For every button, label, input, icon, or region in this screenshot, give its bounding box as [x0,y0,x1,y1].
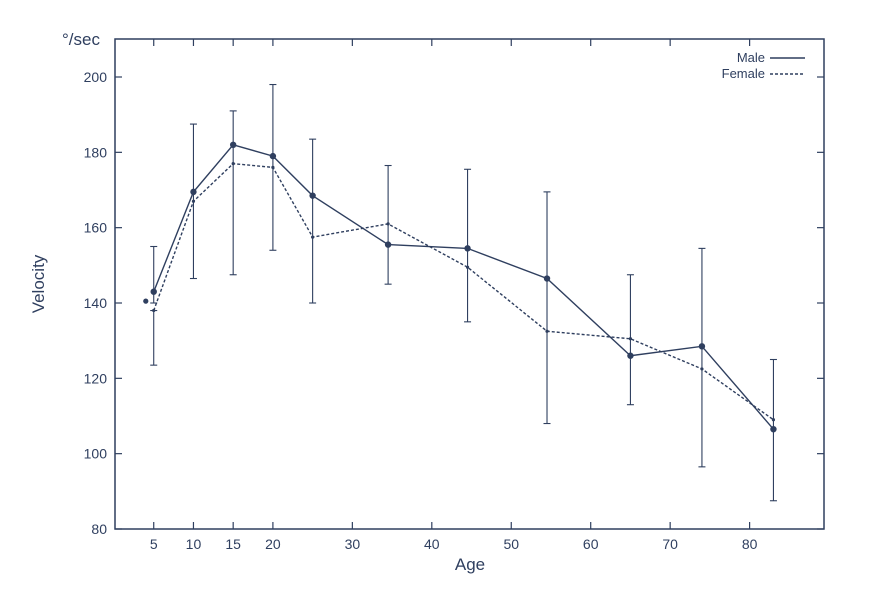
y-tick-label: 180 [84,144,108,160]
series-line-female [153,162,774,421]
x-tick-label: 70 [662,536,678,552]
series-lines [153,144,774,430]
y-tick-label: 140 [84,295,108,311]
y-axis-label: Velocity [29,254,48,313]
data-point-female [386,222,390,226]
data-point-female [152,308,156,313]
data-point-outlier [143,298,149,304]
data-point-male [627,352,634,359]
error-bars [150,83,777,502]
data-point-female [271,165,275,169]
data-point-female [311,235,315,239]
data-point-female [628,337,633,341]
x-tick-label: 15 [225,536,241,552]
x-tick-label: 80 [742,536,758,552]
data-point-male [698,343,706,350]
data-point-male [384,241,392,248]
data-point-male [309,192,316,199]
data-point-male [269,152,277,160]
y-axis: 80 100 120 140 160 180 200 [84,69,824,537]
y-tick-label: 100 [84,446,108,462]
legend-label-female: Female [722,66,765,81]
x-axis-label: Age [455,555,485,574]
plot-frame [114,38,825,530]
x-tick-label: 50 [503,536,519,552]
data-point-female [771,418,776,422]
data-point-female [545,329,549,333]
data-markers [143,141,777,433]
legend: Male Female [722,50,805,81]
data-point-female [700,367,704,371]
x-tick-label: 10 [186,536,202,552]
y-tick-label: 200 [84,69,108,85]
data-point-female [191,199,196,203]
x-tick-label: 20 [265,536,281,552]
data-point-female [231,162,235,166]
legend-label-male: Male [737,50,765,65]
x-tick-label: 40 [424,536,440,552]
x-tick-label: 60 [583,536,599,552]
x-tick-label: 5 [150,536,158,552]
data-point-male [543,275,551,282]
data-point-female [465,265,470,269]
data-point-male [190,188,197,196]
data-point-male [229,141,237,148]
data-point-male [150,288,157,295]
y-unit-label: °/sec [62,30,100,49]
data-point-male [770,425,777,433]
x-tick-label: 30 [345,536,361,552]
series-line-male [153,144,774,430]
y-tick-label: 160 [84,220,108,236]
y-tick-label: 80 [91,521,107,537]
data-point-male [464,245,471,252]
x-axis: 5 10 15 20 30 40 50 60 70 80 [150,39,758,552]
y-tick-label: 120 [84,370,108,386]
